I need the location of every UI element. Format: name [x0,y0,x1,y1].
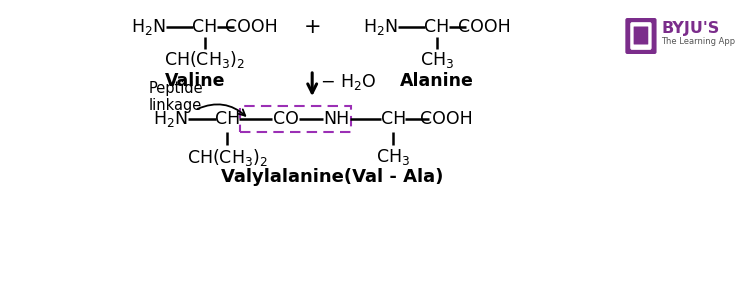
Text: CH: CH [192,18,217,36]
Text: COOH: COOH [458,18,510,36]
Text: CH: CH [214,110,240,128]
FancyBboxPatch shape [631,23,651,50]
FancyArrowPatch shape [198,104,245,116]
Text: H$_2$N: H$_2$N [363,17,398,37]
Text: CH: CH [380,110,406,128]
Text: Alanine: Alanine [400,72,474,90]
Text: CH$_3$: CH$_3$ [420,50,454,70]
Text: CH(CH$_3$)$_2$: CH(CH$_3$)$_2$ [164,50,245,70]
Text: CH: CH [424,18,450,36]
Text: Valine: Valine [165,72,225,90]
FancyBboxPatch shape [634,27,648,45]
Text: +: + [303,17,321,37]
Text: BYJU'S: BYJU'S [662,21,720,36]
Text: Peptide
linkage: Peptide linkage [148,81,203,113]
Text: COOH: COOH [421,110,473,128]
Text: H$_2$N: H$_2$N [153,109,188,129]
Text: COOH: COOH [225,18,278,36]
Text: NH: NH [323,110,350,128]
Text: The Learning App: The Learning App [662,38,736,47]
Text: $-$ H$_2$O: $-$ H$_2$O [320,72,376,91]
FancyBboxPatch shape [626,18,656,54]
Text: CH$_3$: CH$_3$ [376,147,410,167]
Text: CO: CO [273,110,298,128]
Bar [240,106,351,132]
Text: CH(CH$_3$)$_2$: CH(CH$_3$)$_2$ [187,147,268,168]
Text: Valylalanine(Val - Ala): Valylalanine(Val - Ala) [220,168,443,186]
Text: H$_2$N: H$_2$N [130,17,166,37]
